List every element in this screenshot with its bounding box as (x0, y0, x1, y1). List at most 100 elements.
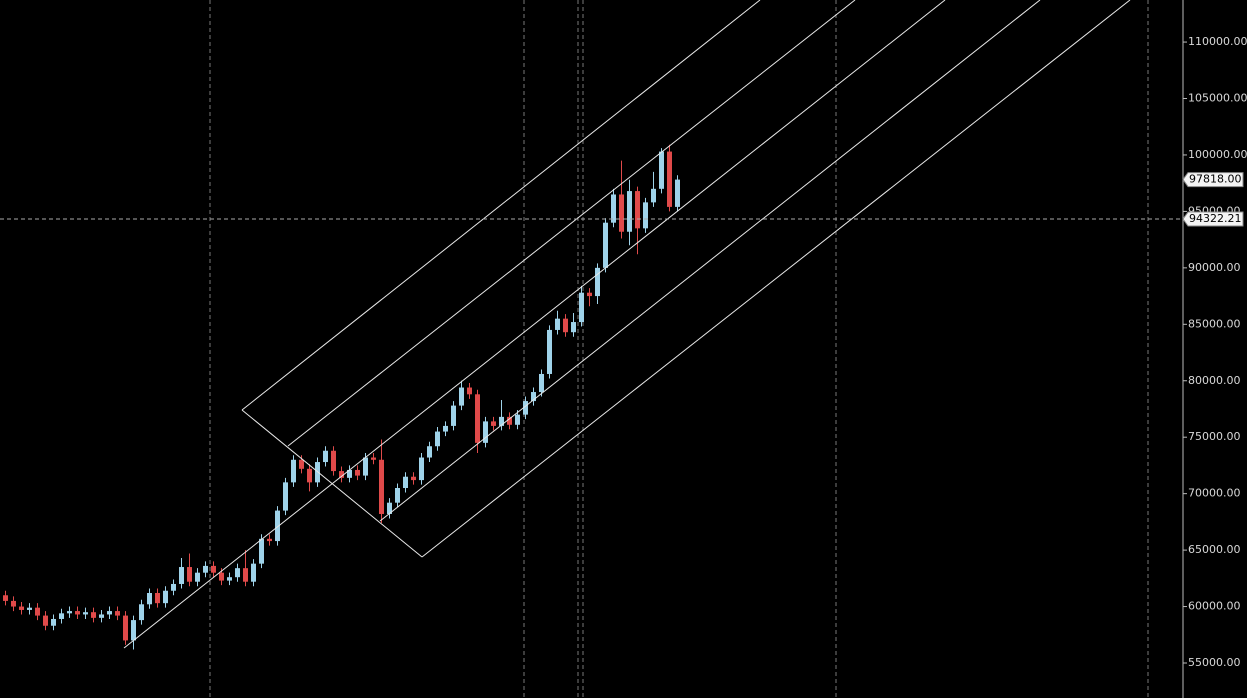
candle-body (91, 612, 96, 618)
candle-body (227, 577, 232, 581)
candle-body (491, 421, 496, 426)
candle-body (499, 416, 504, 426)
candle-body (419, 457, 424, 481)
candle-body (35, 607, 40, 616)
candle-body (179, 567, 184, 584)
candle-body (27, 607, 32, 610)
candle-body (163, 590, 168, 604)
candle-body (651, 188, 656, 203)
y-tick-label: 100000.00 (1188, 148, 1247, 161)
y-tick-label: 65000.00 (1188, 543, 1241, 556)
candle-body (219, 572, 224, 581)
candle-body (515, 414, 520, 425)
candle-body (115, 611, 120, 616)
candle-body (403, 476, 408, 489)
candle-body (571, 322, 576, 333)
channel-line (421, 0, 1131, 558)
candle-body (323, 450, 328, 463)
candle-body (563, 318, 568, 333)
candle-body (299, 459, 304, 469)
candle-body (275, 510, 280, 542)
candle-body (531, 392, 536, 402)
candle-body (355, 469, 360, 476)
channel-line (379, 0, 1041, 522)
y-tick-label: 85000.00 (1188, 317, 1241, 330)
candle-body (595, 267, 600, 297)
candle-body (187, 567, 192, 582)
y-tick-label: 90000.00 (1188, 261, 1241, 274)
candle-body (195, 572, 200, 582)
candle-body (507, 416, 512, 425)
candle-body (387, 502, 392, 514)
candle-body (579, 292, 584, 323)
candle-body (659, 151, 664, 189)
candle-body (475, 394, 480, 443)
period-separators (209, 0, 1149, 698)
candle-body (331, 450, 336, 472)
candle-body (547, 329, 552, 374)
candle-body (627, 191, 632, 232)
candle-body (459, 387, 464, 406)
candle-body (203, 565, 208, 573)
y-tick-label: 55000.00 (1188, 656, 1241, 669)
channel-drawings (123, 0, 1131, 649)
candle-body (283, 482, 288, 511)
candle-body (3, 595, 8, 601)
candle-body (371, 457, 376, 460)
candle-body (379, 459, 384, 514)
candle-body (643, 202, 648, 229)
crosshair-price-box (1182, 211, 1244, 227)
candle-body (139, 604, 144, 621)
candle-body (435, 431, 440, 447)
crosshair-price-label: 94322.21 (1189, 212, 1242, 225)
candle-body (251, 563, 256, 582)
candle-body (483, 421, 488, 443)
channel-line (123, 0, 946, 649)
candle-body (51, 618, 56, 626)
candle-body (411, 476, 416, 481)
candle-body (363, 457, 368, 476)
candle-body (443, 425, 448, 432)
candle-body (427, 446, 432, 458)
candle-body (619, 194, 624, 232)
candle-body (155, 593, 160, 604)
candle-body (267, 538, 272, 542)
candle-body (19, 606, 24, 610)
candle-body (243, 568, 248, 582)
y-tick-label: 75000.00 (1188, 430, 1241, 443)
candle-body (107, 611, 112, 615)
candle-body (43, 615, 48, 626)
candle-body (603, 222, 608, 268)
y-tick-label: 60000.00 (1188, 600, 1241, 613)
candle-body (211, 565, 216, 573)
candle-body (347, 469, 352, 478)
channel-line (287, 0, 856, 447)
candle-body (59, 613, 64, 619)
candle-body (131, 620, 136, 641)
candles (3, 144, 680, 650)
candle-body (675, 179, 680, 207)
y-tick-label: 105000.00 (1188, 92, 1247, 105)
last-price-box (1182, 172, 1244, 188)
candle-body (147, 593, 152, 605)
candle-body (667, 151, 672, 207)
candle-body (259, 538, 264, 564)
candle-body (467, 387, 472, 395)
y-tick-label: 70000.00 (1188, 487, 1241, 500)
channel-line (241, 0, 761, 411)
last-price-label: 97818.00 (1189, 173, 1242, 186)
candle-body (75, 611, 80, 615)
candle-body (83, 612, 88, 615)
y-tick-label: 80000.00 (1188, 374, 1241, 387)
candle-body (635, 191, 640, 229)
candle-body (555, 318, 560, 330)
price-scale: 55000.00 60000.00 65000.00 70000.00 75000.00… (1183, 35, 1247, 669)
candle-body (99, 614, 104, 618)
candle-body (291, 459, 296, 483)
candle-body (451, 405, 456, 426)
candle-body (339, 471, 344, 478)
y-tick-label: 110000.00 (1188, 35, 1247, 48)
candle-body (67, 611, 72, 614)
